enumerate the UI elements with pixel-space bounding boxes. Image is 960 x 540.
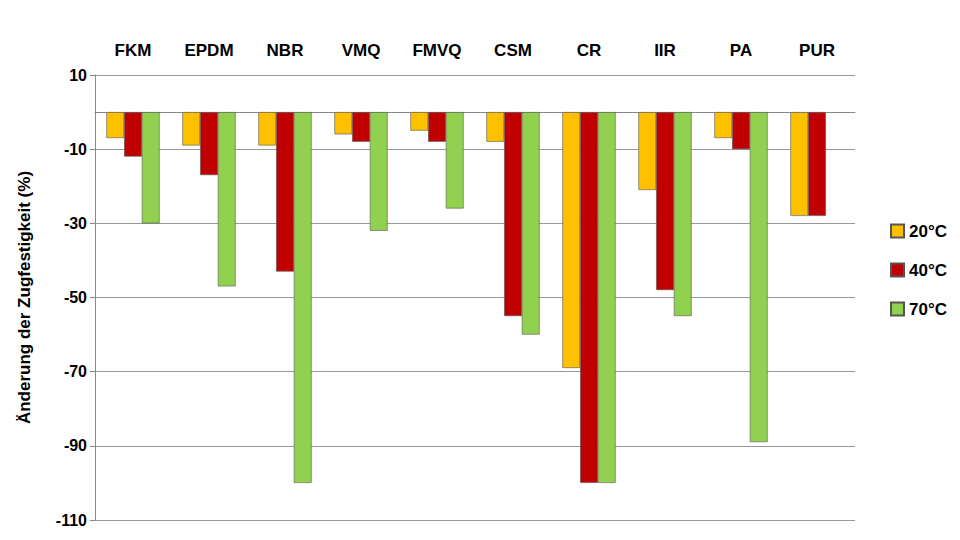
svg-text:-30: -30 (64, 215, 87, 232)
svg-text:-10: -10 (64, 141, 87, 158)
svg-text:70°C: 70°C (909, 300, 947, 319)
svg-text:FKM: FKM (115, 41, 152, 60)
svg-text:10: 10 (69, 67, 87, 84)
svg-text:PUR: PUR (799, 41, 835, 60)
svg-text:FMVQ: FMVQ (412, 41, 461, 60)
svg-text:20°C: 20°C (909, 222, 947, 241)
svg-text:Änderung der Zugfestigkeit (%): Änderung der Zugfestigkeit (%) (15, 171, 34, 424)
svg-text:40°C: 40°C (909, 261, 947, 280)
svg-text:-70: -70 (64, 363, 87, 380)
svg-text:NBR: NBR (267, 41, 304, 60)
svg-text:-90: -90 (64, 437, 87, 454)
svg-text:-110: -110 (56, 512, 87, 529)
svg-text:IIR: IIR (654, 41, 676, 60)
svg-text:CR: CR (577, 41, 602, 60)
svg-text:VMQ: VMQ (342, 41, 381, 60)
svg-text:CSM: CSM (494, 41, 532, 60)
svg-text:PA: PA (730, 41, 752, 60)
svg-text:EPDM: EPDM (184, 41, 233, 60)
svg-text:-50: -50 (64, 289, 87, 306)
